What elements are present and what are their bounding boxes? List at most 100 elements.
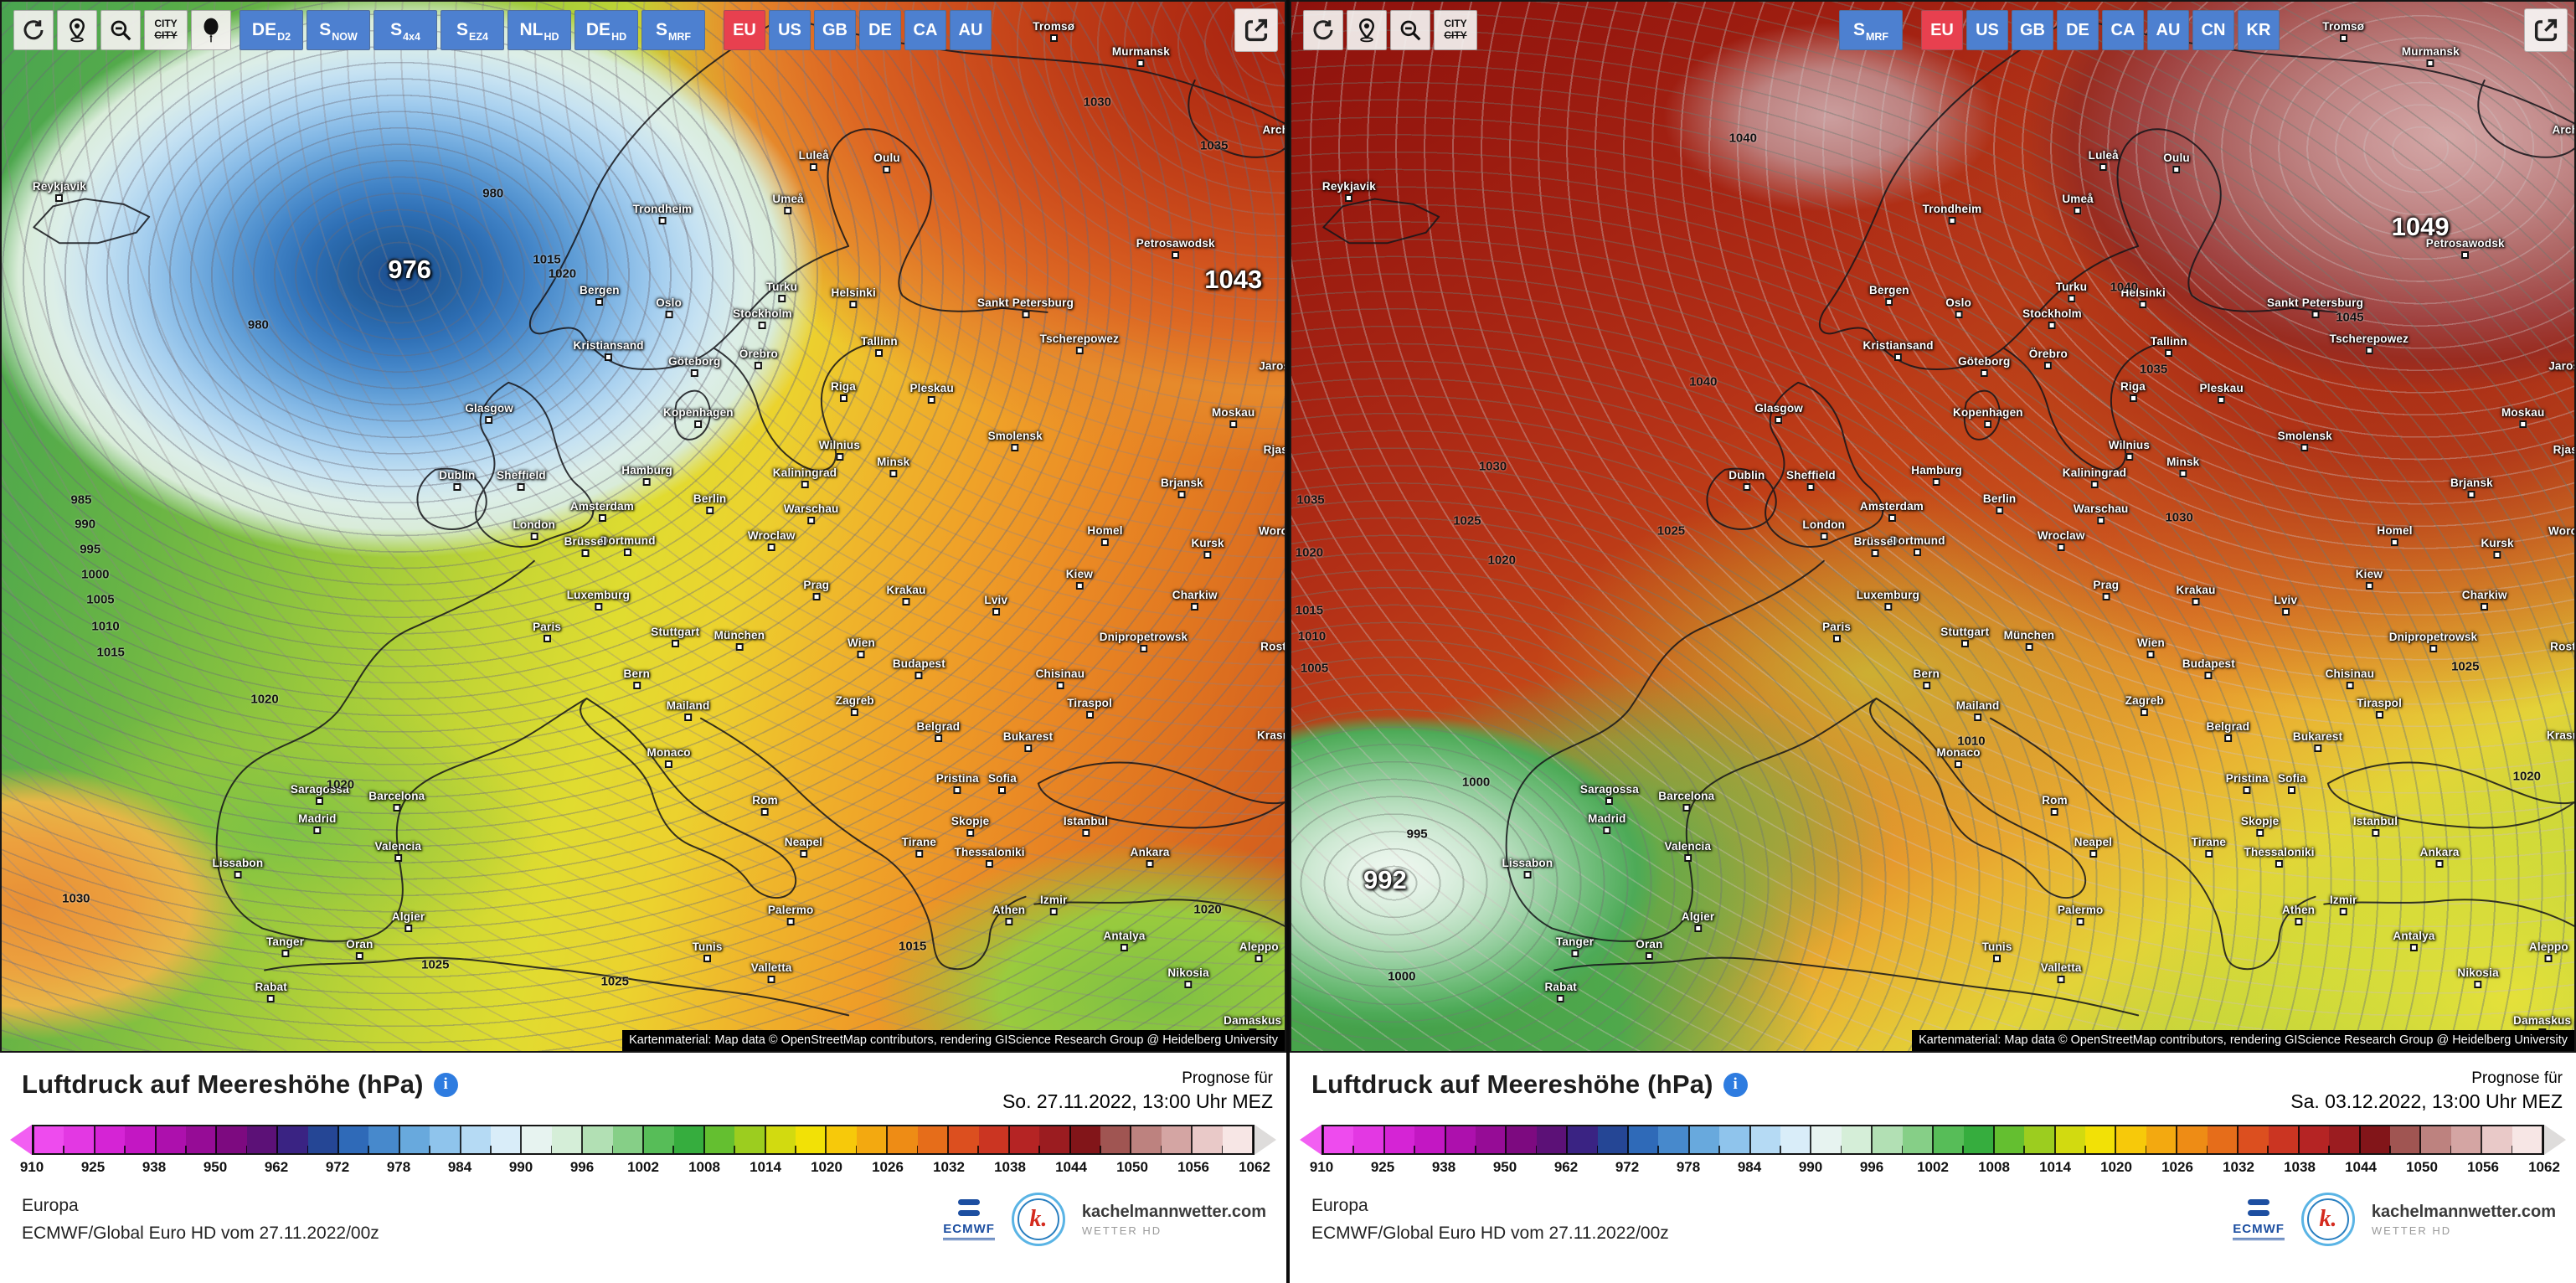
city-labels-toggle-button[interactable]: CITY CITY: [1434, 10, 1477, 50]
scale-color-cell: [1536, 1126, 1568, 1153]
isobar-value: 1030: [62, 891, 90, 906]
region-button-de[interactable]: DE: [859, 10, 901, 50]
isobar-value: 1000: [1388, 969, 1416, 984]
model-button-s-mrf[interactable]: S MRF: [641, 10, 705, 50]
scale-major-tick: [2358, 1126, 2361, 1153]
region-button-kr[interactable]: KR: [2238, 10, 2280, 50]
isobar-value: 1020: [326, 777, 355, 792]
region-button-au[interactable]: AU: [2147, 10, 2189, 50]
info-icon[interactable]: i: [1723, 1072, 1748, 1097]
scale-arrow-left: [10, 1125, 32, 1155]
scale-color-cell: [1597, 1126, 1629, 1153]
scale-color-cell: [2024, 1126, 2055, 1153]
export-share-button[interactable]: [2524, 8, 2568, 52]
location-button[interactable]: [57, 10, 97, 50]
region-button-eu[interactable]: EU: [1921, 10, 1963, 50]
region-button-gb[interactable]: GB: [2012, 10, 2053, 50]
model-button-s-ez4[interactable]: S EZ4: [440, 10, 504, 50]
scale-color-cell: [491, 1126, 522, 1153]
region-button-au[interactable]: AU: [950, 10, 992, 50]
scale-arrow-right: [2544, 1125, 2566, 1155]
model-run-info: ECMWF/Global Euro HD vom 27.11.2022/00z: [1311, 1223, 1669, 1243]
region-button-ca[interactable]: CA: [2102, 10, 2144, 50]
coastline-overlay: [1291, 2, 2574, 1051]
share-export-icon: [2534, 18, 2558, 42]
model-button-s-now[interactable]: S NOW: [307, 10, 370, 50]
pressure-map-left[interactable]: Reykjavik Tromsø Murmansk Arch Luleå Oulu Umeå…: [0, 0, 1286, 1053]
region-button-de[interactable]: DE: [2057, 10, 2099, 50]
scale-minor-tick: [611, 1146, 614, 1153]
zoom-out-button[interactable]: [100, 10, 141, 50]
scale-major-tick: [215, 1126, 218, 1153]
city-labels-toggle-button[interactable]: CITY CITY: [144, 10, 188, 50]
scale-minor-tick: [2267, 1146, 2269, 1153]
ecmwf-logo-mark: [2248, 1209, 2270, 1216]
scale-tick-label: 962: [1553, 1159, 1579, 1175]
scale-color-cell: [1131, 1126, 1162, 1153]
scale-color-cell: [734, 1126, 765, 1153]
pressure-map-right[interactable]: Reykjavik Tromsø Murmansk Arch Luleå Oulu Umeå…: [1290, 0, 2576, 1053]
ecmwf-logo-mark: [958, 1209, 981, 1216]
region-button-us[interactable]: US: [1966, 10, 2008, 50]
forecast-panel-right: Reykjavik Tromsø Murmansk Arch Luleå Oulu Umeå…: [1290, 0, 2576, 1283]
scale-major-tick: [1627, 1126, 1629, 1153]
model-button-de-hd[interactable]: DE HD: [574, 10, 638, 50]
forecast-time-block: Prognose für Sa. 03.12.2022, 13:00 Uhr M…: [2290, 1069, 2563, 1113]
scale-minor-tick: [307, 1146, 309, 1153]
model-button-s-mrf[interactable]: S MRF: [1839, 10, 1903, 50]
location-button[interactable]: [1347, 10, 1387, 50]
page-title: Luftdruck auf Meereshöhe (hPa) i: [1311, 1069, 1748, 1100]
scale-major-tick: [1932, 1126, 1934, 1153]
city-button-label-struck: CITY: [154, 29, 178, 41]
kachelmann-logo-text: kachelmannwetter.com WETTER HD: [2372, 1203, 2556, 1237]
region-button-eu[interactable]: EU: [724, 10, 765, 50]
model-button-group: DE D2 S NOW S 4x4 S EZ4 NL HD DE HD S MRF: [240, 10, 705, 50]
tool-button-group: CITY CITY: [13, 10, 231, 50]
isobar-value: 1015: [1295, 603, 1324, 618]
scale-minor-tick: [1901, 1146, 1904, 1153]
scale-minor-tick: [2389, 1146, 2391, 1153]
isobar-value: 1020: [1193, 902, 1222, 917]
model-button-main-label: NL: [519, 20, 544, 39]
scale-color-cell: [399, 1126, 430, 1153]
region-button-gb[interactable]: GB: [814, 10, 856, 50]
ecmwf-logo-text: ECMWF: [943, 1222, 995, 1240]
scale-major-tick: [581, 1126, 584, 1153]
scale-tick-label: 925: [80, 1159, 106, 1175]
model-button-de-d2[interactable]: DE D2: [240, 10, 303, 50]
refresh-button[interactable]: [13, 10, 54, 50]
scale-minor-tick: [1221, 1146, 1224, 1153]
export-share-button[interactable]: [1234, 8, 1278, 52]
zoom-out-button[interactable]: [1390, 10, 1430, 50]
isobar-value: 1005: [86, 592, 115, 607]
scale-minor-tick: [245, 1146, 248, 1153]
region-button-us[interactable]: US: [769, 10, 811, 50]
balloon-button[interactable]: [191, 10, 231, 50]
region-button-cn[interactable]: CN: [2192, 10, 2234, 50]
refresh-button[interactable]: [1303, 10, 1343, 50]
scale-tick-label: 1026: [872, 1159, 904, 1175]
scale-color-cell: [521, 1126, 552, 1153]
scale-tick-label: 938: [1431, 1159, 1456, 1175]
region-button-ca[interactable]: CA: [904, 10, 946, 50]
info-icon[interactable]: i: [433, 1072, 458, 1097]
scale-tick-label: 1044: [2345, 1159, 2377, 1175]
scale-minor-tick: [63, 1146, 64, 1153]
scale-tick-label: 1008: [688, 1159, 720, 1175]
model-button-s-4x4[interactable]: S 4x4: [374, 10, 437, 50]
kachelmann-brand: kachelmannwetter.com: [1081, 1202, 1266, 1221]
scale-minor-tick: [1352, 1146, 1354, 1153]
isobar-value: 1015: [899, 939, 927, 954]
scale-minor-tick: [2084, 1146, 2086, 1153]
model-button-group: S MRF: [1839, 10, 1903, 50]
scale-major-tick: [2297, 1126, 2300, 1153]
scale-color-cell: [1872, 1126, 1903, 1153]
scale-minor-tick: [429, 1146, 430, 1153]
scale-color-cell: [2085, 1126, 2116, 1153]
model-button-nl-hd[interactable]: NL HD: [507, 10, 571, 50]
forecast-datetime: So. 27.11.2022, 13:00 Uhr MEZ: [1002, 1090, 1273, 1112]
scale-color-cell: [887, 1126, 918, 1153]
map-attribution: Kartenmaterial: Map data © OpenStreetMap…: [1912, 1030, 2574, 1051]
scale-major-tick: [886, 1126, 889, 1153]
scale-minor-tick: [1414, 1146, 1415, 1153]
